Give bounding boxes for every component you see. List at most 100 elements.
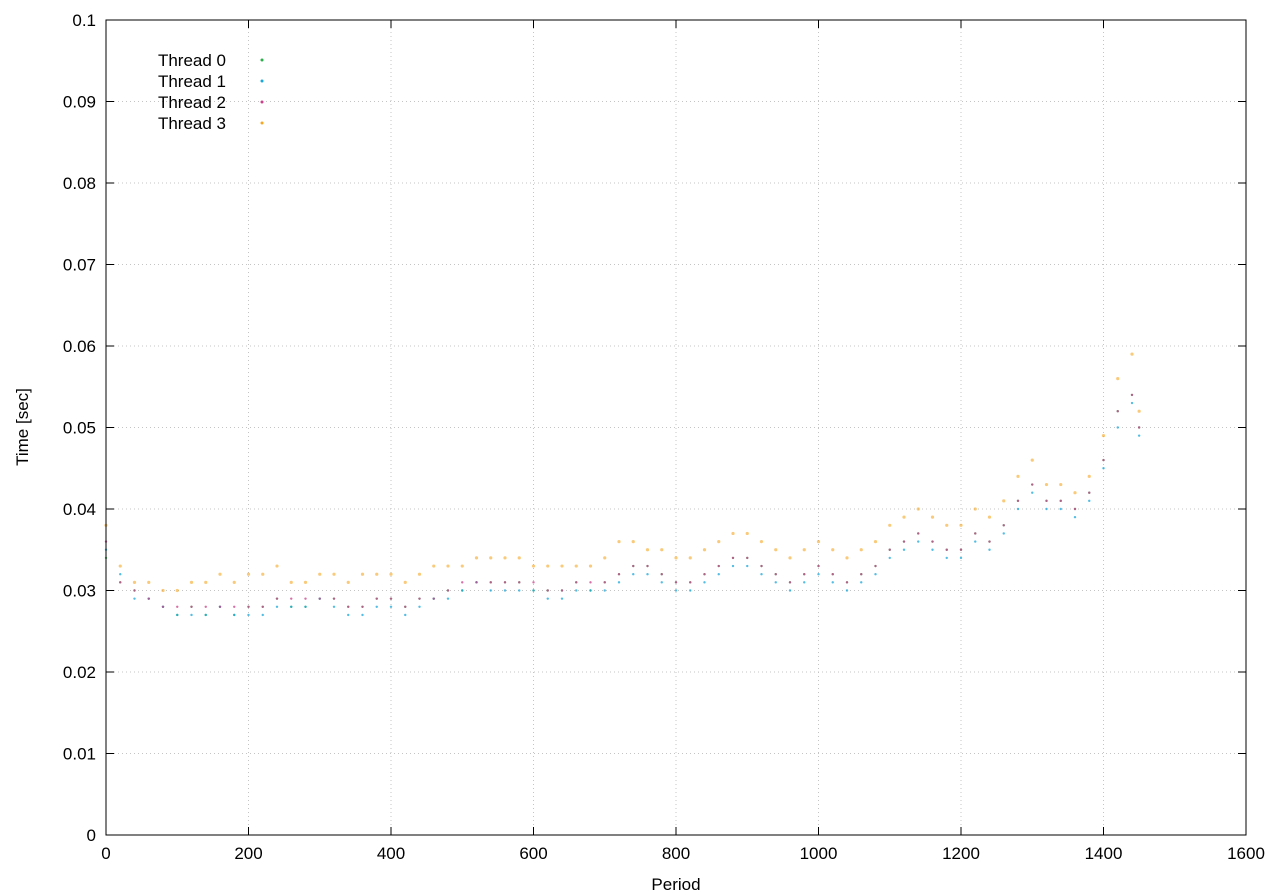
data-point [1016,507,1020,511]
legend-marker [260,121,264,125]
data-point [418,605,421,608]
data-point [1088,491,1091,494]
data-point [176,613,179,617]
data-point [118,564,122,568]
data-point [389,605,393,608]
data-point [347,613,350,617]
data-point [589,581,592,584]
data-point [161,605,165,608]
data-point [346,580,350,584]
data-point [503,589,507,592]
data-point [119,581,122,584]
data-point [1087,474,1091,478]
data-point [1045,507,1048,511]
tick-marks [105,19,1247,836]
data-point [816,540,821,544]
data-point [688,556,692,560]
data-point [247,605,250,608]
data-point [189,580,194,584]
data-point [902,515,906,519]
data-point [703,573,706,576]
data-point [332,597,336,600]
data-point [290,597,293,600]
data-point [1102,458,1105,462]
data-point [803,573,806,576]
data-point [788,581,792,584]
data-point [745,531,749,536]
data-point [1059,499,1062,503]
data-point [133,589,136,592]
data-point [874,573,877,576]
data-point [132,580,137,584]
data-point [446,564,450,568]
data-point [1116,410,1119,413]
data-point [674,581,678,584]
data-point [233,613,236,617]
data-point [674,589,678,592]
data-point [645,548,650,552]
data-point [617,573,621,576]
data-point [461,589,464,592]
tick-labels: 0 200 400 600 800 1000 1200 1400 1600 0 0.01 0.02 0.… [63,11,1265,863]
data-point [959,556,963,560]
data-point [660,573,663,576]
legend-marker [260,58,264,62]
data-point [617,581,621,584]
data-point [945,548,948,551]
data-point [375,605,378,608]
data-point [560,589,564,592]
data-point [702,548,707,552]
data-point [774,581,777,584]
x-tick-label: 800 [662,844,690,863]
data-point [617,540,621,544]
data-point [660,581,663,584]
data-point [119,573,122,576]
series-3 [104,352,1141,593]
data-point [518,589,521,592]
data-point [860,573,863,576]
data-point [532,581,535,584]
y-tick-label: 0.08 [63,174,96,193]
data-point [318,597,321,600]
data-point [1088,499,1091,503]
data-point [916,507,920,511]
legend-marker [260,100,264,104]
data-point [161,588,165,593]
data-point [546,564,550,568]
data-point [589,589,592,592]
data-point [1102,467,1105,470]
data-point [1137,409,1141,413]
data-point [190,605,193,608]
data-point [802,548,806,552]
data-point [133,597,136,600]
y-tick-label: 0.03 [63,582,96,601]
data-point [1016,499,1020,503]
data-point [1073,507,1077,511]
data-point [404,605,407,608]
data-point [717,540,721,544]
data-point [717,564,720,568]
y-tick-label: 0.1 [72,11,96,30]
data-point [817,573,820,576]
data-point [375,572,379,576]
legend-label: Thread 1 [158,72,226,91]
data-point [902,548,906,551]
x-tick-label: 200 [234,844,262,863]
data-point [247,613,250,617]
data-point [917,540,920,543]
data-point [432,597,435,600]
data-point [1031,491,1034,494]
data-point [674,556,678,560]
data-point [717,573,720,576]
data-point [888,556,891,560]
data-point [831,573,834,576]
data-points [104,352,1141,617]
x-tick-label: 1200 [942,844,980,863]
data-point [460,564,464,568]
data-point [1002,499,1006,503]
data-point [332,572,336,576]
data-point [489,556,493,560]
data-point [788,556,792,560]
data-point [574,564,578,568]
data-point [931,548,934,551]
